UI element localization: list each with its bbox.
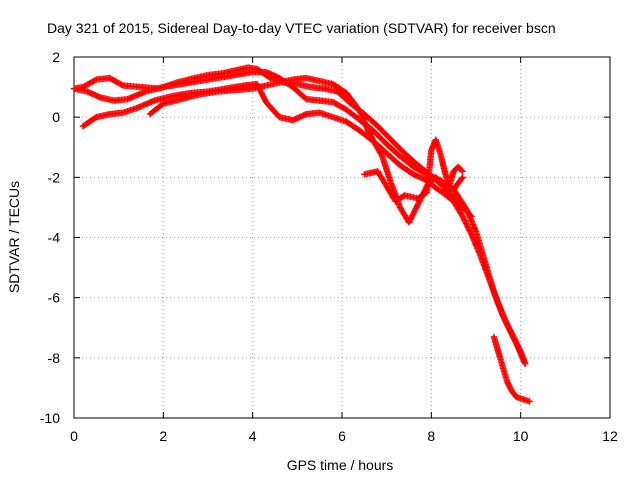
x-tick-label: 8 (427, 428, 435, 444)
data-point (512, 338, 519, 345)
data-point (467, 229, 475, 237)
tick-labels: 0 2 4 6 8 10 12 2 0 -2 -4 -6 -8 -10 (40, 49, 618, 444)
data-point (118, 81, 125, 89)
data-points (70, 64, 533, 405)
y-tick-label: -4 (48, 230, 61, 246)
y-axis-label: SDTVAR / TECUs (6, 181, 22, 293)
data-point (521, 360, 529, 368)
y-tick-label: 0 (52, 109, 60, 125)
x-tick-label: 10 (513, 428, 529, 444)
y-tick-label: -10 (40, 410, 60, 426)
data-point (526, 398, 533, 405)
y-tick-label: -8 (48, 350, 61, 366)
x-tick-label: 6 (338, 428, 346, 444)
data-point (91, 77, 99, 84)
y-tick-label: -2 (48, 169, 61, 185)
x-tick-label: 2 (159, 428, 167, 444)
series-track-2 (70, 68, 529, 368)
data-point (459, 168, 466, 175)
x-tick-label: 12 (602, 428, 618, 444)
data-point (378, 151, 385, 159)
series-track-6 (490, 333, 533, 405)
axis-ticks (73, 56, 611, 419)
y-tick-label: -6 (48, 290, 61, 306)
data-point (458, 175, 465, 182)
chart-title: Day 321 of 2015, Sidereal Day-to-day VTE… (47, 20, 556, 36)
series-track-5 (361, 136, 466, 205)
series-track-1 (70, 64, 475, 220)
y-tick-label: 2 (52, 49, 60, 65)
data-point (458, 166, 465, 174)
data-point (459, 174, 466, 181)
series-track-3 (79, 80, 529, 368)
x-axis-label: GPS time / hours (287, 457, 394, 473)
x-tick-label: 0 (70, 428, 78, 444)
x-tick-label: 4 (249, 428, 257, 444)
